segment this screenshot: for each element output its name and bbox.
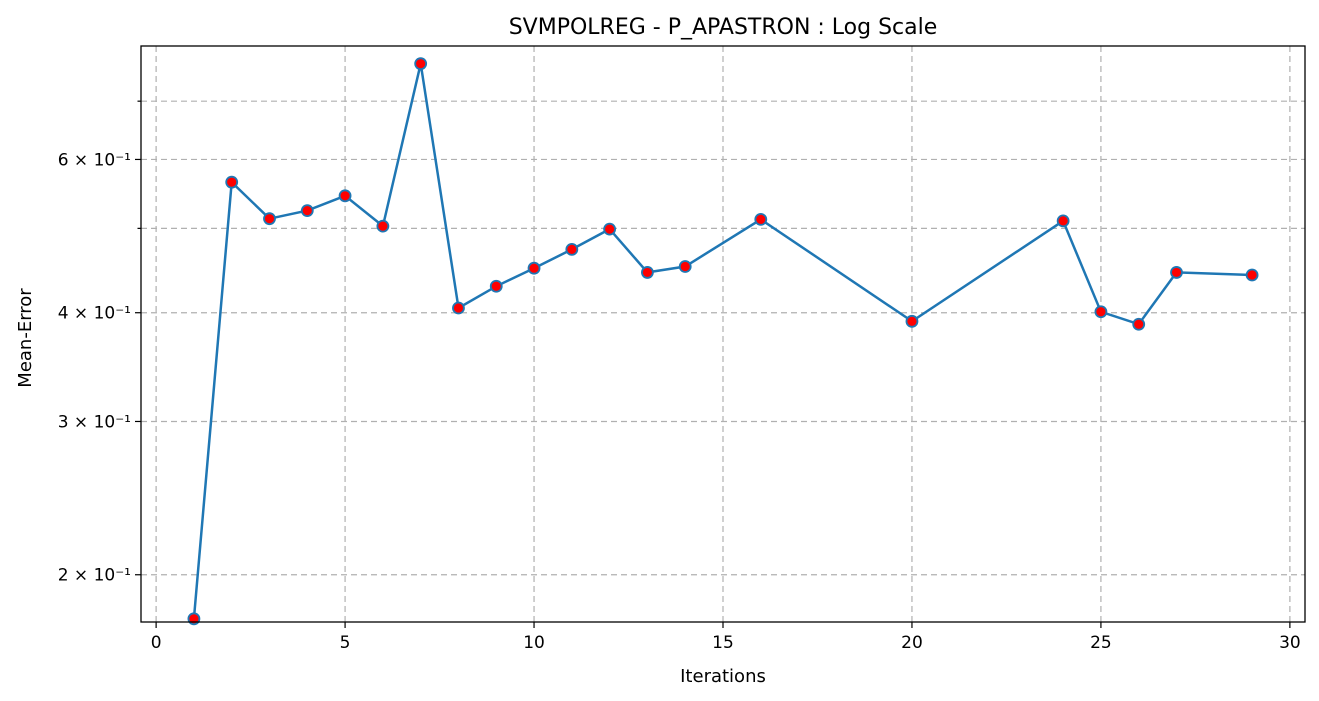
data-point [1245,268,1259,282]
x-tick-label: 30 [1279,633,1301,653]
series-layer [187,57,1259,626]
x-tick-label: 0 [151,633,162,653]
plot-frame [140,45,1306,623]
x-tick-label: 5 [340,633,351,653]
data-point [603,222,617,236]
data-point [678,260,692,273]
data-point [905,314,919,328]
data-point [376,219,390,233]
x-axis-label: Iterations [680,666,766,687]
chart-title: SVMPOLREG - P_APASTRON : Log Scale [509,15,938,40]
y-tick-label: 4 × 10⁻¹ [58,304,131,324]
y-axis-ticks: 2 × 10⁻¹ 3 × 10⁻¹ 4 × 10⁻¹ 6 × 10⁻¹ [58,100,141,586]
data-point [414,57,428,71]
y-tick-label: 3 × 10⁻¹ [58,412,131,432]
x-axis-ticks: 0 5 10 15 20 25 30 [151,622,1301,653]
data-point [489,279,503,293]
data-point [1132,317,1146,331]
data-point [1094,305,1108,319]
data-point [338,189,352,203]
data-point [527,261,541,275]
data-point [187,612,201,626]
data-point [565,242,579,256]
data-point [754,213,768,226]
x-tick-label: 15 [712,633,734,653]
y-tick-label: 6 × 10⁻¹ [58,150,131,170]
data-point [452,301,465,315]
y-tick-label: 2 × 10⁻¹ [58,566,131,586]
grid-lines [141,46,1305,622]
y-axis-label: Mean-Error [15,288,36,388]
x-tick-label: 25 [1090,633,1112,653]
data-point [641,266,654,279]
data-point [1170,266,1183,279]
data-point [225,175,239,189]
data-point [300,204,314,218]
data-point [1056,214,1070,228]
x-tick-label: 10 [523,633,545,653]
data-point [263,212,276,226]
x-tick-label: 20 [901,633,923,653]
